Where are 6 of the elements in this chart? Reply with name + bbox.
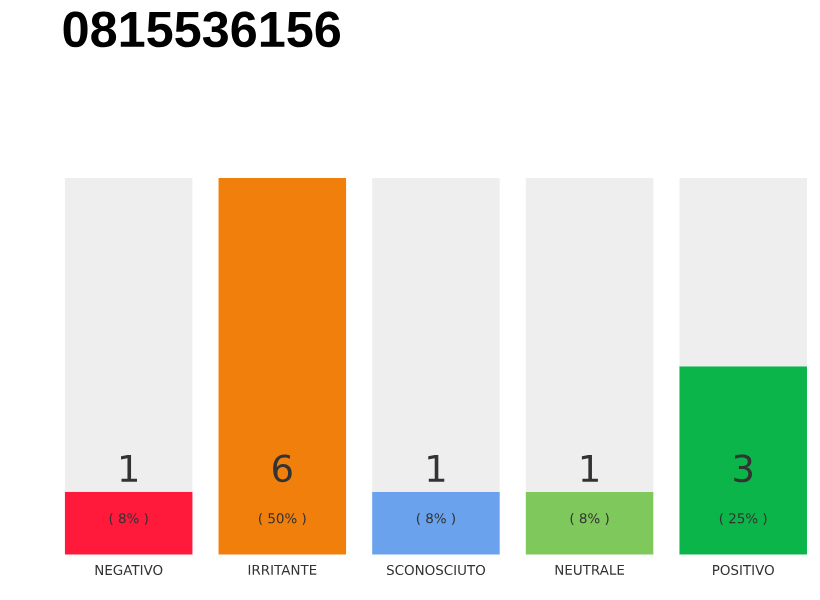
data-label: 1 [581, 455, 598, 483]
chart-title: 0815536156 [63, 11, 340, 48]
data-label: 1 [120, 455, 137, 483]
data-label: 3 [734, 454, 752, 483]
data-label: 1 [428, 455, 445, 483]
data-label: 6 [273, 454, 292, 483]
